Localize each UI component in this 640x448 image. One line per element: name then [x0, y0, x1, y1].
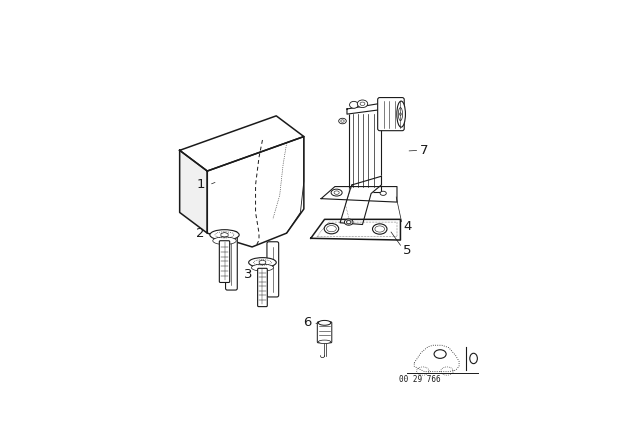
FancyBboxPatch shape	[225, 232, 237, 290]
Text: 7: 7	[420, 144, 429, 157]
Ellipse shape	[339, 118, 346, 124]
Ellipse shape	[318, 320, 331, 325]
Polygon shape	[180, 116, 304, 171]
FancyBboxPatch shape	[317, 322, 332, 343]
Ellipse shape	[349, 101, 358, 108]
FancyBboxPatch shape	[349, 109, 381, 192]
Polygon shape	[340, 176, 381, 224]
Ellipse shape	[324, 224, 339, 234]
Polygon shape	[321, 186, 397, 202]
Text: 6: 6	[303, 316, 312, 329]
Ellipse shape	[318, 340, 331, 344]
Ellipse shape	[344, 219, 353, 225]
Text: 1: 1	[196, 178, 205, 191]
Polygon shape	[180, 151, 207, 233]
Ellipse shape	[380, 191, 387, 195]
Text: 2: 2	[196, 227, 205, 240]
Polygon shape	[207, 137, 304, 247]
FancyBboxPatch shape	[267, 242, 278, 297]
Polygon shape	[311, 220, 401, 240]
FancyBboxPatch shape	[258, 268, 268, 306]
Ellipse shape	[252, 264, 273, 271]
Polygon shape	[347, 100, 399, 114]
Text: 3: 3	[244, 268, 253, 281]
Ellipse shape	[210, 230, 239, 240]
Ellipse shape	[357, 100, 367, 108]
Text: 00 29 766: 00 29 766	[399, 375, 440, 384]
FancyBboxPatch shape	[220, 241, 230, 283]
Ellipse shape	[372, 224, 387, 234]
Text: 4: 4	[403, 220, 412, 233]
Ellipse shape	[249, 258, 276, 267]
FancyBboxPatch shape	[378, 98, 404, 131]
Ellipse shape	[212, 237, 236, 245]
Ellipse shape	[397, 101, 406, 127]
Ellipse shape	[331, 189, 342, 196]
Text: 5: 5	[403, 244, 412, 257]
